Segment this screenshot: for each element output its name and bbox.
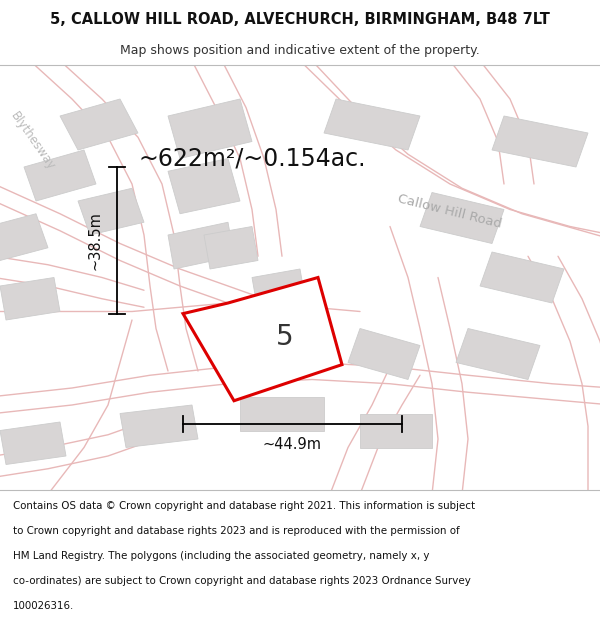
Polygon shape <box>324 99 420 150</box>
Text: ~622m²/~0.154ac.: ~622m²/~0.154ac. <box>138 146 366 171</box>
Polygon shape <box>492 116 588 167</box>
Polygon shape <box>480 252 564 303</box>
Polygon shape <box>0 278 60 320</box>
Text: HM Land Registry. The polygons (including the associated geometry, namely x, y: HM Land Registry. The polygons (includin… <box>13 551 430 561</box>
Text: ~38.5m: ~38.5m <box>87 211 102 270</box>
Polygon shape <box>120 405 198 448</box>
Polygon shape <box>456 329 540 379</box>
Polygon shape <box>183 278 342 401</box>
Text: ~44.9m: ~44.9m <box>263 437 322 452</box>
Polygon shape <box>360 414 432 447</box>
Polygon shape <box>168 222 234 269</box>
Polygon shape <box>348 329 420 379</box>
Text: 100026316.: 100026316. <box>13 601 74 611</box>
Polygon shape <box>0 422 66 464</box>
Text: 5: 5 <box>276 323 294 351</box>
Polygon shape <box>240 396 324 431</box>
Text: Blythesway: Blythesway <box>8 110 58 173</box>
Polygon shape <box>24 150 96 201</box>
Text: co-ordinates) are subject to Crown copyright and database rights 2023 Ordnance S: co-ordinates) are subject to Crown copyr… <box>13 576 471 586</box>
Polygon shape <box>78 188 144 235</box>
Text: 5, CALLOW HILL ROAD, ALVECHURCH, BIRMINGHAM, B48 7LT: 5, CALLOW HILL ROAD, ALVECHURCH, BIRMING… <box>50 12 550 27</box>
Polygon shape <box>204 226 258 269</box>
Text: Callow Hill Road: Callow Hill Road <box>397 192 503 231</box>
Polygon shape <box>420 192 504 244</box>
Polygon shape <box>60 99 138 150</box>
Polygon shape <box>168 99 252 159</box>
Polygon shape <box>0 214 48 261</box>
Text: Map shows position and indicative extent of the property.: Map shows position and indicative extent… <box>120 44 480 58</box>
Text: to Crown copyright and database rights 2023 and is reproduced with the permissio: to Crown copyright and database rights 2… <box>13 526 460 536</box>
Polygon shape <box>168 159 240 214</box>
Text: Contains OS data © Crown copyright and database right 2021. This information is : Contains OS data © Crown copyright and d… <box>13 501 475 511</box>
Polygon shape <box>252 269 306 311</box>
